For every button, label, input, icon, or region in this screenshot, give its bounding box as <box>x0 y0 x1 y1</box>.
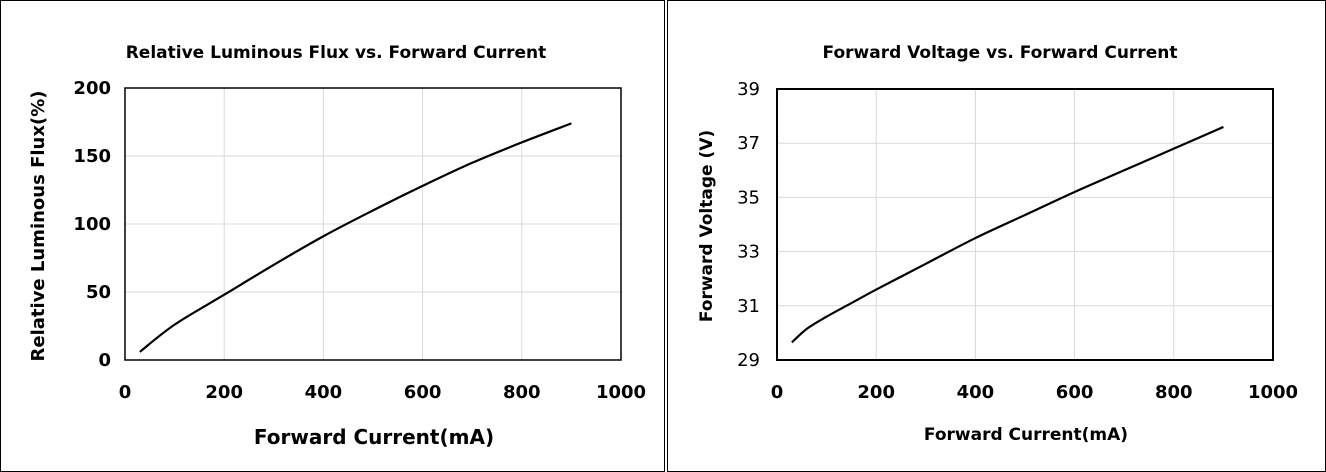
chart-left-plot-frame <box>124 87 622 361</box>
chart-right-x-tick-label-5: 1000 <box>1248 382 1298 403</box>
chart-right-y-tick-label-1: 31 <box>737 296 760 317</box>
chart-left: Relative Luminous Flux vs. Forward Curre… <box>28 43 646 449</box>
chart-left-x-tick-label-1: 200 <box>205 382 243 403</box>
chart-right-x-tick-label-3: 600 <box>1056 382 1094 403</box>
chart-right-x-tick-label-0: 0 <box>771 382 784 403</box>
chart-left-title: Relative Luminous Flux vs. Forward Curre… <box>126 43 547 63</box>
chart-left-y-axis-label: Relative Luminous Flux(%) <box>28 91 49 362</box>
chart-left-x-tick-label-3: 600 <box>404 382 442 403</box>
chart-left-grid <box>125 88 621 360</box>
chart-right-y-tick-label-2: 33 <box>737 242 760 263</box>
chart-left-x-tick-label-4: 800 <box>503 382 541 403</box>
chart-left-x-tick-label-2: 400 <box>305 382 343 403</box>
chart-right-series-line <box>791 125 1224 344</box>
chart-right-y-tick-label-4: 37 <box>737 133 760 154</box>
chart-right-y-tick-label-3: 35 <box>737 187 760 208</box>
chart-right-x-ticks: 0 200 400 600 800 1000 <box>771 382 1298 403</box>
chart-left-x-tick-label-0: 0 <box>119 382 132 403</box>
chart-panel-left <box>0 0 665 472</box>
chart-right-y-ticks: 29 31 33 35 37 39 <box>737 79 760 371</box>
chart-left-y-tick-label-4: 200 <box>73 78 111 99</box>
chart-right-y-tick-label-0: 29 <box>737 350 760 371</box>
chart-right-x-tick-label-2: 400 <box>957 382 995 403</box>
chart-left-x-ticks: 0 200 400 600 800 1000 <box>119 382 646 403</box>
chart-right-title: Forward Voltage vs. Forward Current <box>823 43 1178 63</box>
chart-right-grid <box>777 89 1273 360</box>
chart-left-x-tick-label-5: 1000 <box>596 382 646 403</box>
chart-right: Forward Voltage vs. Forward Current 0 200… <box>697 43 1298 445</box>
chart-right-y-tick-label-5: 39 <box>737 79 760 100</box>
chart-right-plot-frame <box>776 88 1274 361</box>
chart-left-y-ticks: 0 50 100 150 200 <box>73 78 111 371</box>
chart-left-y-tick-label-0: 0 <box>98 350 111 371</box>
chart-left-y-tick-label-3: 150 <box>73 146 111 167</box>
chart-right-x-tick-label-1: 200 <box>857 382 895 403</box>
chart-left-y-tick-label-2: 100 <box>73 214 111 235</box>
chart-left-x-axis-label: Forward Current(mA) <box>254 425 494 449</box>
chart-left-series-line <box>139 122 572 353</box>
chart-left-y-tick-label-1: 50 <box>86 282 111 303</box>
chart-right-y-axis-label: Forward Voltage (V) <box>697 130 717 322</box>
chart-right-x-axis-label: Forward Current(mA) <box>924 425 1128 445</box>
chart-right-x-tick-label-4: 800 <box>1155 382 1193 403</box>
